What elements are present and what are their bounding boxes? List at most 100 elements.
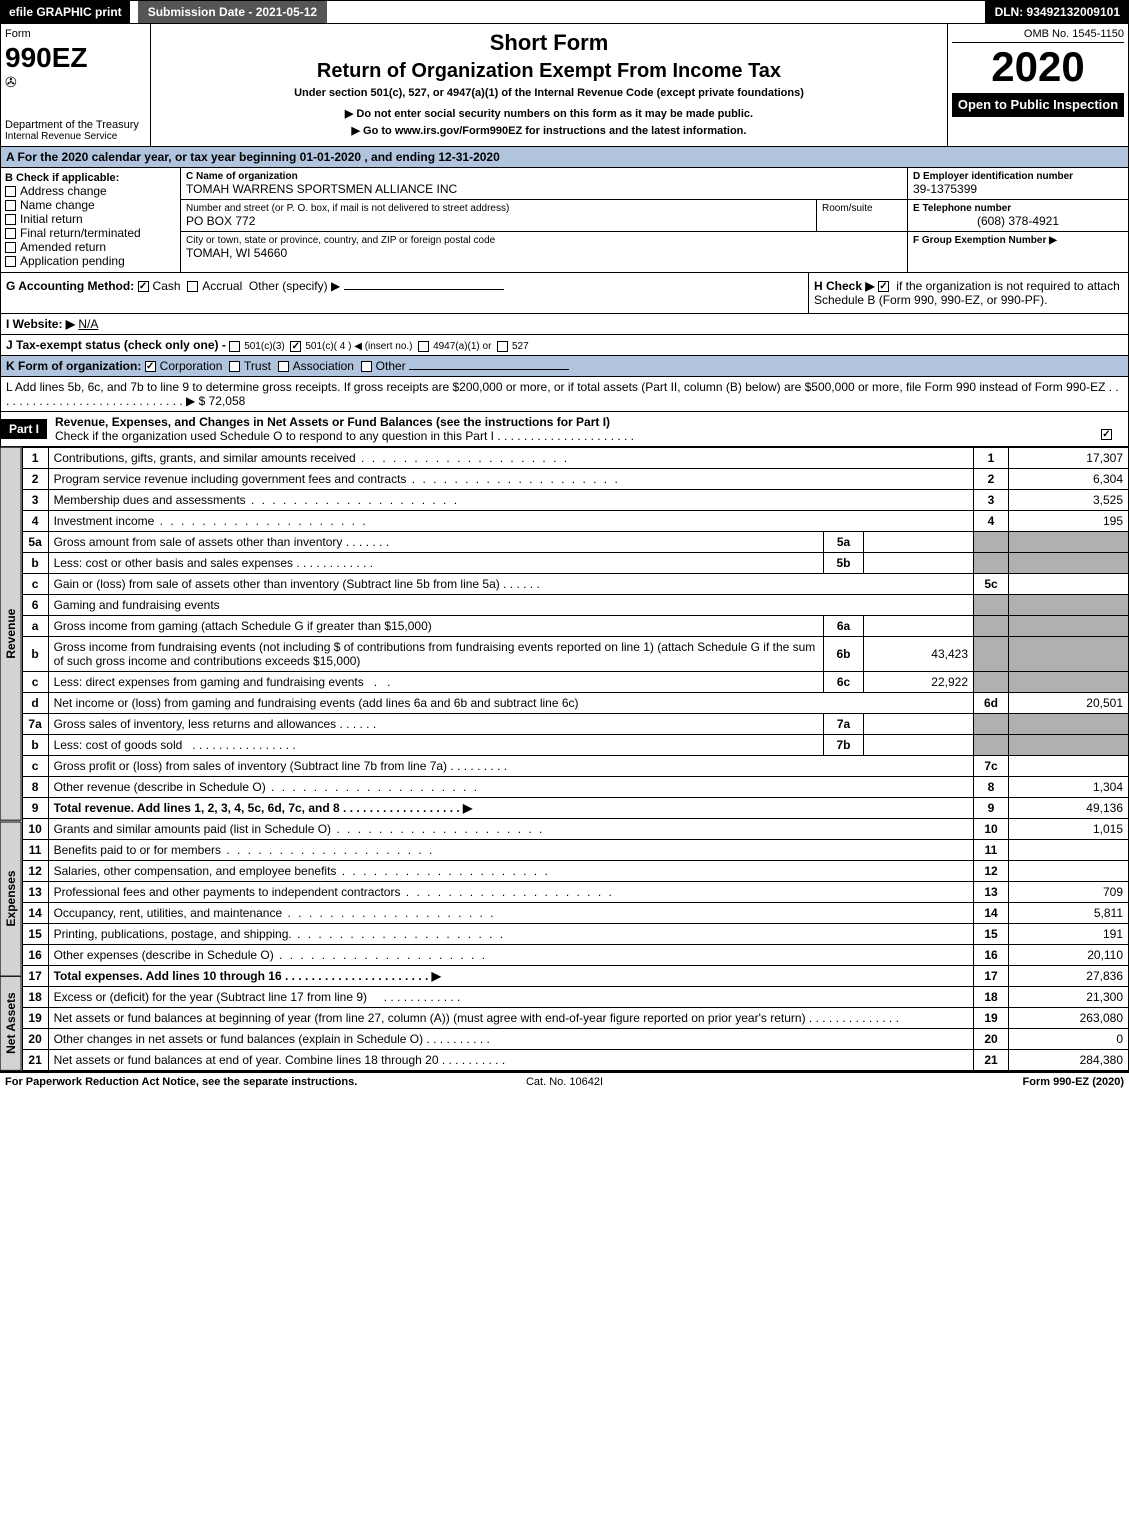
table-row: bLess: cost or other basis and sales exp…: [22, 553, 1128, 574]
table-row: bGross income from fundraising events (n…: [22, 637, 1128, 672]
d-label: D Employer identification number: [913, 171, 1123, 182]
table-row: bLess: cost of goods sold . . . . . . . …: [22, 735, 1128, 756]
part-i-check[interactable]: [1101, 429, 1112, 440]
c-addr-label: Number and street (or P. O. box, if mail…: [186, 203, 811, 214]
j-501c[interactable]: [290, 341, 301, 352]
l-value: $ 72,058: [199, 394, 246, 408]
table-row: 4Investment income4195: [22, 511, 1128, 532]
footer-cat: Cat. No. 10642I: [378, 1076, 751, 1088]
c-city: TOMAH, WI 54660: [186, 246, 902, 260]
e-label: E Telephone number: [913, 203, 1123, 214]
c-name-label: C Name of organization: [186, 171, 902, 182]
j-527[interactable]: [497, 341, 508, 352]
part-i-title: Revenue, Expenses, and Changes in Net As…: [47, 412, 1128, 446]
table-row: 7aGross sales of inventory, less returns…: [22, 714, 1128, 735]
k-corp[interactable]: [145, 361, 156, 372]
table-row: 1Contributions, gifts, grants, and simil…: [22, 448, 1128, 469]
form-header: Form 990EZ ✇ Department of the Treasury …: [0, 24, 1129, 147]
dln-label: DLN: 93492132009101: [987, 1, 1128, 23]
table-row: 13Professional fees and other payments t…: [22, 882, 1128, 903]
financial-table: 1Contributions, gifts, grants, and simil…: [22, 447, 1129, 1071]
b-opt-5[interactable]: Application pending: [5, 254, 176, 268]
c-room-label: Room/suite: [817, 200, 907, 231]
efile-topbar: efile GRAPHIC print Submission Date - 20…: [0, 0, 1129, 24]
b-opt-0[interactable]: Address change: [5, 184, 176, 198]
line-i: I Website: ▶ N/A: [0, 314, 1129, 335]
irs-label: Internal Revenue Service: [5, 131, 146, 142]
table-row: cGain or (loss) from sale of assets othe…: [22, 574, 1128, 595]
box-c: C Name of organization TOMAH WARRENS SPO…: [181, 168, 908, 272]
j-4947[interactable]: [418, 341, 429, 352]
b-opt-1[interactable]: Name change: [5, 198, 176, 212]
box-def: D Employer identification number 39-1375…: [908, 168, 1128, 272]
g-label: G Accounting Method:: [6, 279, 134, 293]
table-row: 12Salaries, other compensation, and empl…: [22, 861, 1128, 882]
table-row: 10Grants and similar amounts paid (list …: [22, 819, 1128, 840]
tab-expenses: Expenses: [0, 821, 22, 976]
title-return: Return of Organization Exempt From Incom…: [157, 60, 941, 83]
financial-table-wrap: Revenue Expenses Net Assets 1Contributio…: [0, 447, 1129, 1071]
dept-treasury: Department of the Treasury: [5, 119, 146, 131]
line-a: A For the 2020 calendar year, or tax yea…: [0, 147, 1129, 168]
b-opt-2[interactable]: Initial return: [5, 212, 176, 226]
c-addr: PO BOX 772: [186, 214, 811, 228]
page-footer: For Paperwork Reduction Act Notice, see …: [0, 1071, 1129, 1091]
h-check[interactable]: [878, 281, 889, 292]
k-trust[interactable]: [229, 361, 240, 372]
j-label: J Tax-exempt status (check only one) -: [6, 338, 226, 352]
c-org-name: TOMAH WARRENS SPORTSMEN ALLIANCE INC: [186, 182, 902, 196]
f-label: F Group Exemption Number ▶: [913, 235, 1123, 246]
b-opt-3[interactable]: Final return/terminated: [5, 226, 176, 240]
g-other: Other (specify) ▶: [249, 279, 340, 293]
table-row: 21Net assets or fund balances at end of …: [22, 1050, 1128, 1071]
e-phone: (608) 378-4921: [913, 214, 1123, 228]
efile-label: efile GRAPHIC print: [1, 1, 130, 23]
line-g-h: G Accounting Method: Cash Accrual Other …: [0, 273, 1129, 314]
b-opt-4[interactable]: Amended return: [5, 240, 176, 254]
k-assoc[interactable]: [278, 361, 289, 372]
footer-left: For Paperwork Reduction Act Notice, see …: [5, 1076, 378, 1088]
table-row: 2Program service revenue including gover…: [22, 469, 1128, 490]
i-label: I Website: ▶: [6, 317, 75, 331]
table-row: 18Excess or (deficit) for the year (Subt…: [22, 987, 1128, 1008]
topbar-spacer: Submission Date - 2021-05-12: [130, 1, 987, 23]
k-label: K Form of organization:: [6, 359, 141, 373]
table-row: aGross income from gaming (attach Schedu…: [22, 616, 1128, 637]
c-city-label: City or town, state or province, country…: [186, 235, 902, 246]
table-row: 8Other revenue (describe in Schedule O)8…: [22, 777, 1128, 798]
d-ein: 39-1375399: [913, 182, 1123, 196]
table-row: 3Membership dues and assessments33,525: [22, 490, 1128, 511]
table-row: dNet income or (loss) from gaming and fu…: [22, 693, 1128, 714]
form-number: 990EZ: [5, 42, 146, 74]
submission-date: Submission Date - 2021-05-12: [138, 1, 327, 23]
h-label: H Check ▶: [814, 279, 875, 293]
title-under: Under section 501(c), 527, or 4947(a)(1)…: [157, 87, 941, 99]
table-row: 16Other expenses (describe in Schedule O…: [22, 945, 1128, 966]
table-row: 20Other changes in net assets or fund ba…: [22, 1029, 1128, 1050]
title-goto: ▶ Go to www.irs.gov/Form990EZ for instru…: [157, 124, 941, 137]
box-b: B Check if applicable: Address change Na…: [1, 168, 181, 272]
k-other[interactable]: [361, 361, 372, 372]
table-row: 6Gaming and fundraising events: [22, 595, 1128, 616]
title-short-form: Short Form: [157, 30, 941, 56]
open-to-public: Open to Public Inspection: [952, 93, 1124, 117]
j-501c3[interactable]: [229, 341, 240, 352]
line-g: G Accounting Method: Cash Accrual Other …: [1, 273, 808, 313]
g-accrual-check[interactable]: [187, 281, 198, 292]
tax-year: 2020: [952, 43, 1124, 91]
l-text: L Add lines 5b, 6c, and 7b to line 9 to …: [6, 380, 1119, 408]
line-j: J Tax-exempt status (check only one) - 5…: [0, 335, 1129, 356]
table-row: 11Benefits paid to or for members11: [22, 840, 1128, 861]
line-k: K Form of organization: Corporation Trus…: [0, 356, 1129, 377]
header-left-col: Form 990EZ ✇ Department of the Treasury …: [1, 24, 151, 146]
table-row: 9Total revenue. Add lines 1, 2, 3, 4, 5c…: [22, 798, 1128, 819]
i-website: N/A: [78, 317, 98, 331]
g-cash-check[interactable]: [138, 281, 149, 292]
table-row: 17Total expenses. Add lines 10 through 1…: [22, 966, 1128, 987]
table-row: cGross profit or (loss) from sales of in…: [22, 756, 1128, 777]
tab-netassets: Net Assets: [0, 976, 22, 1071]
line-h: H Check ▶ if the organization is not req…: [808, 273, 1128, 313]
header-right-col: OMB No. 1545-1150 2020 Open to Public In…: [948, 24, 1128, 146]
goto-text: ▶ Go to www.irs.gov/Form990EZ for instru…: [352, 125, 747, 137]
part-i-label: Part I: [1, 419, 47, 439]
